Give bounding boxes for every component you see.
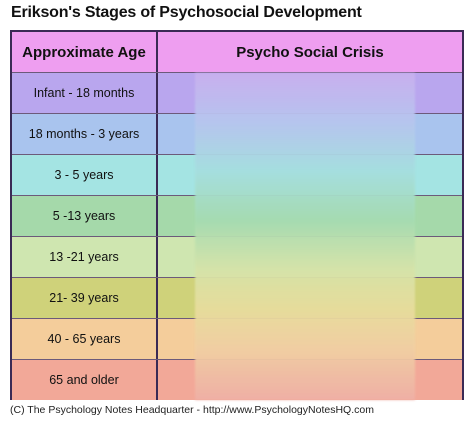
age-cell: 13 -21 years: [12, 237, 158, 277]
age-cell: 18 months - 3 years: [12, 114, 158, 154]
header-age: Approximate Age: [12, 32, 158, 72]
blurred-overlay: [195, 73, 415, 400]
age-cell: 65 and older: [12, 360, 158, 400]
footer-credit: (C) The Psychology Notes Headquarter - h…: [10, 404, 374, 416]
age-cell: 21- 39 years: [12, 278, 158, 318]
age-cell: Infant - 18 months: [12, 73, 158, 113]
age-cell: 3 - 5 years: [12, 155, 158, 195]
table-header-row: Approximate Age Psycho Social Crisis: [12, 32, 462, 72]
age-cell: 5 -13 years: [12, 196, 158, 236]
page-title: Erikson's Stages of Psychosocial Develop…: [11, 4, 362, 21]
age-cell: 40 - 65 years: [12, 319, 158, 359]
header-crisis: Psycho Social Crisis: [236, 43, 384, 61]
